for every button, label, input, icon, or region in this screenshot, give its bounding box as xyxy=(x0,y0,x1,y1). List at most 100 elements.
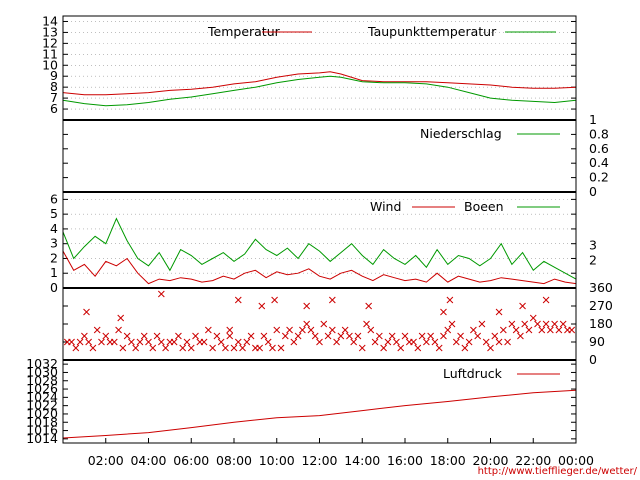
data-point xyxy=(204,326,212,334)
data-point xyxy=(410,338,417,346)
y-tick-label: 11 xyxy=(42,46,58,61)
data-point xyxy=(551,320,558,328)
data-point xyxy=(170,338,178,346)
data-point xyxy=(388,332,396,340)
data-point xyxy=(534,320,541,328)
data-point xyxy=(162,344,169,352)
legend-label: Wind xyxy=(370,199,401,214)
y-tick-label: 1028 xyxy=(26,373,58,388)
data-point xyxy=(93,326,101,334)
data-point xyxy=(333,338,340,346)
data-point xyxy=(499,326,507,334)
data-point xyxy=(213,332,221,340)
data-point xyxy=(179,344,187,352)
data-point xyxy=(183,338,191,346)
data-point xyxy=(324,332,332,340)
data-point xyxy=(440,332,447,340)
data-point xyxy=(375,332,383,340)
data-point xyxy=(286,326,293,334)
y-tick-label: 3 xyxy=(50,236,58,251)
data-point xyxy=(358,344,366,352)
y-tick-label: 12 xyxy=(42,35,58,50)
x-tick-label: 04:00 xyxy=(130,453,166,468)
y-tick-label: 14 xyxy=(42,13,58,28)
panel-4: 1014101610181020102210241026102810301032… xyxy=(26,356,577,446)
data-point xyxy=(371,338,379,346)
data-point xyxy=(269,344,276,352)
y-tick-label: 5 xyxy=(50,206,58,221)
time-axis: 02:00 04:00 06:00 08:00 10:00 12:00 14:00 16:00… xyxy=(88,438,594,468)
data-point xyxy=(461,344,469,352)
data-point xyxy=(452,338,460,346)
data-point xyxy=(128,338,135,346)
y-tick-label: 2 xyxy=(50,250,58,265)
data-point xyxy=(307,326,315,334)
panel-3: 0 90 180 270 360 xyxy=(62,280,613,367)
series-line-luftdruck xyxy=(62,389,577,439)
data-point xyxy=(354,332,362,340)
y-tick-label: 6 xyxy=(50,101,58,116)
y-tick-label: 10 xyxy=(42,57,58,72)
data-point xyxy=(149,344,157,352)
data-point xyxy=(337,332,345,340)
y-tick-label: 0 xyxy=(50,280,58,295)
data-point xyxy=(512,326,520,334)
data-point xyxy=(538,326,546,334)
footer-url[interactable]: http://www.tiefflieger.de/wetter/ xyxy=(478,466,638,477)
data-point xyxy=(271,296,278,304)
data-point xyxy=(230,344,238,352)
data-point xyxy=(521,320,529,328)
y-tick-label: 1032 xyxy=(26,356,58,371)
y-tick-label: 1024 xyxy=(26,389,58,404)
legend-label: Niederschlag xyxy=(420,126,502,141)
data-point xyxy=(559,320,567,328)
panel-frame xyxy=(62,287,577,361)
data-point xyxy=(380,344,387,352)
data-point xyxy=(234,296,242,304)
y-tick-label: 0.6 xyxy=(589,141,609,156)
data-point xyxy=(222,344,229,352)
data-point xyxy=(365,302,373,310)
data-point xyxy=(542,296,550,304)
data-point xyxy=(299,326,306,334)
y-tick-label: 1014 xyxy=(26,431,58,446)
data-point xyxy=(102,332,110,340)
data-point xyxy=(529,314,537,322)
data-point xyxy=(446,296,454,304)
x-tick-label: 00:00 xyxy=(558,453,594,468)
y-tick-label: 0.8 xyxy=(589,126,609,141)
panel-1: 00.20.40.60.81 Niederschlag xyxy=(62,112,609,199)
data-point xyxy=(256,344,264,352)
x-tick-label: 06:00 xyxy=(173,453,209,468)
data-point xyxy=(482,338,490,346)
data-point xyxy=(542,320,550,328)
data-point xyxy=(316,338,323,346)
data-point xyxy=(350,338,358,346)
data-point xyxy=(427,332,435,340)
data-point xyxy=(72,344,80,352)
data-point xyxy=(209,344,216,352)
data-point xyxy=(217,338,225,346)
data-point xyxy=(119,344,127,352)
data-point xyxy=(418,332,426,340)
data-point xyxy=(200,338,208,346)
data-point xyxy=(568,326,576,334)
data-point xyxy=(89,344,97,352)
y-tick-label: 1016 xyxy=(26,423,58,438)
y-tick-label: 270 xyxy=(589,298,613,313)
y-tick-label: 3 xyxy=(589,238,597,253)
data-point xyxy=(487,344,494,352)
data-point xyxy=(401,332,409,340)
series-line-wind xyxy=(62,250,577,285)
y-tick-label: 0 xyxy=(589,352,597,367)
data-point xyxy=(153,332,161,340)
y-tick-label: 1022 xyxy=(26,398,58,413)
y-tick-label: 1 xyxy=(589,112,597,127)
data-point xyxy=(290,338,298,346)
data-point xyxy=(504,338,511,346)
data-point xyxy=(226,332,234,340)
x-tick-label: 20:00 xyxy=(472,453,508,468)
data-point xyxy=(258,302,266,310)
